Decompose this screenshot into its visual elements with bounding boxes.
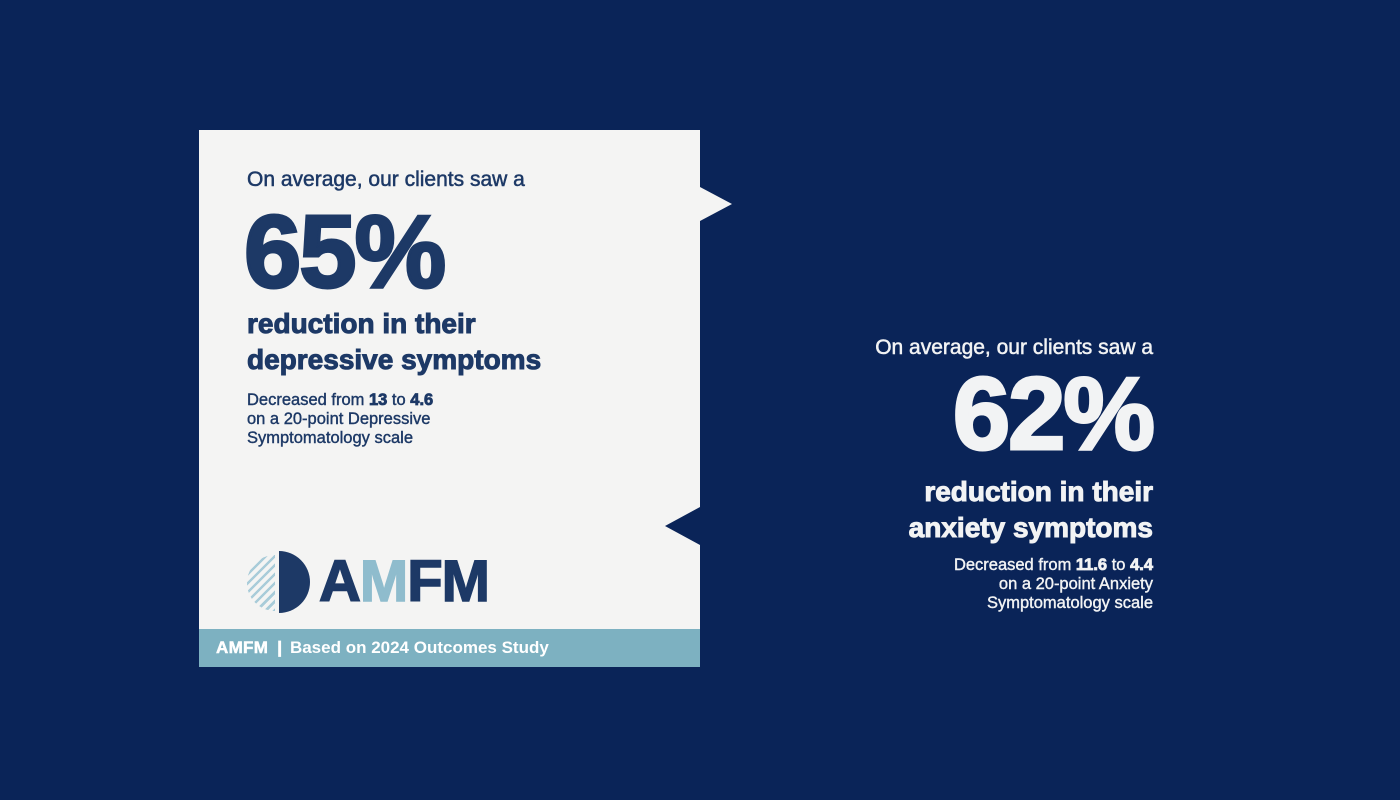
anxiety-stat-value: 62% (951, 356, 1156, 471)
anxiety-headline: reduction in their anxiety symptoms (700, 474, 1153, 546)
logo-letter-a: A (318, 549, 361, 614)
depression-intro-text: On average, our clients saw a (247, 168, 525, 192)
anxiety-from-value: 11.6 (1075, 556, 1108, 575)
logo-letter-m1: M (359, 549, 409, 614)
anxiety-intro-text: On average, our clients saw a (875, 336, 1153, 360)
anxiety-detail-connector: to (1107, 556, 1131, 574)
anxiety-detail-line3: Symptomatology scale (987, 594, 1153, 612)
speech-notch-outward-icon (700, 187, 732, 221)
anxiety-detail-text: Decreased from 11.6 to 4.4 on a 20-point … (700, 556, 1154, 613)
anxiety-to-value: 4.4 (1130, 556, 1154, 575)
depression-detail-line2: on a 20-point Depressive (247, 410, 431, 428)
depression-to-value: 4.6 (410, 391, 434, 410)
footer-separator: | (277, 638, 282, 658)
depression-stat-value: 65% (242, 194, 447, 309)
logo-letter-m2: M (441, 549, 491, 614)
anxiety-detail-prefix: Decreased from (953, 556, 1076, 574)
anxiety-detail-line2: on a 20-point Anxiety (998, 575, 1154, 593)
depression-card-body: On average, our clients saw a 65% reduct… (199, 130, 700, 629)
anxiety-headline-line2: anxiety symptoms (908, 512, 1153, 544)
footer-source-note: Based on 2024 Outcomes Study (289, 638, 549, 657)
amfm-logo-mark-icon (247, 551, 311, 613)
depression-detail-line3: Symptomatology scale (247, 429, 413, 447)
logo-solid-semicircle (279, 551, 310, 613)
anxiety-headline-line1: reduction in their (924, 476, 1154, 508)
footer-brand-name: AMFM (216, 638, 269, 658)
depression-headline-line1: reduction in their (247, 308, 477, 340)
amfm-logo: AMFM (247, 549, 491, 614)
logo-striped-semicircle (247, 555, 275, 611)
depression-detail-prefix: Decreased from (247, 391, 369, 409)
footer-bar: AMFM | Based on 2024 Outcomes Study (199, 629, 700, 667)
logo-letter-f: F (406, 549, 443, 614)
depression-stat-card: On average, our clients saw a 65% reduct… (199, 130, 732, 667)
anxiety-stat-block: On average, our clients saw a 62% reduct… (700, 0, 1157, 800)
depression-headline-line2: depressive symptoms (246, 344, 542, 376)
depression-headline: reduction in their depressive symptoms (246, 306, 542, 378)
depression-detail-connector: to (387, 391, 411, 409)
speech-notch-inward-icon (665, 507, 700, 545)
amfm-logo-wordmark: AMFM (318, 549, 491, 614)
depression-detail-text: Decreased from 13 to 4.6 on a 20-point De… (247, 391, 434, 448)
depression-from-value: 13 (368, 391, 388, 410)
